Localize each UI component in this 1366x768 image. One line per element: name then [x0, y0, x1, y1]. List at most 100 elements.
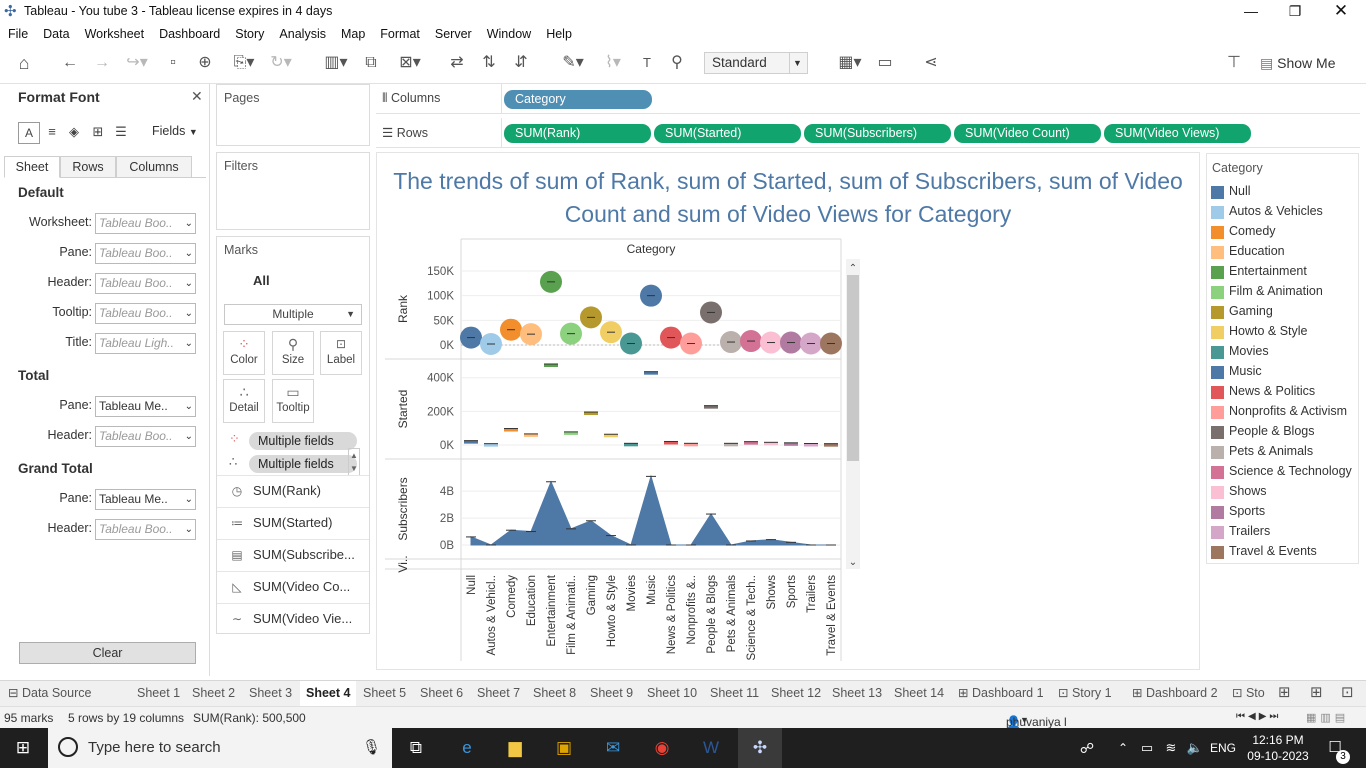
- legend-item[interactable]: Gaming: [1211, 303, 1359, 323]
- legend-item[interactable]: News & Politics: [1211, 383, 1359, 403]
- mail-icon[interactable]: ✉: [605, 738, 621, 757]
- marks-all-tab[interactable]: All: [253, 273, 270, 288]
- people-icon[interactable]: ☍: [1079, 740, 1095, 756]
- microphone-icon[interactable]: 🎙: [362, 739, 382, 756]
- tab-dashboard-2[interactable]: ⊞ Dashboard 2: [1132, 681, 1218, 707]
- save-icon[interactable]: ▫: [170, 54, 176, 71]
- battery-icon[interactable]: ▭: [1140, 740, 1154, 755]
- legend-item[interactable]: Autos & Vehicles: [1211, 203, 1359, 223]
- file-explorer-icon[interactable]: ▆: [508, 738, 522, 757]
- total-pane-dropdown[interactable]: Tableau Me.. ⌄: [95, 396, 196, 417]
- wifi-icon[interactable]: ≋: [1165, 740, 1177, 755]
- share-icon[interactable]: ⋖: [924, 54, 938, 71]
- tab-sheet-11[interactable]: Sheet 11: [710, 686, 760, 700]
- fit-dropdown[interactable]: Standard ▼: [704, 52, 808, 74]
- menu-window[interactable]: Window: [486, 27, 532, 41]
- language-indicator[interactable]: ENG: [1209, 741, 1236, 755]
- tab-sheet-12[interactable]: Sheet 12: [771, 686, 822, 700]
- row-pill-sum-started[interactable]: SUM(Started): [654, 124, 801, 143]
- chrome-icon[interactable]: ◉: [654, 738, 670, 757]
- row-pill-sum-rank[interactable]: SUM(Rank): [504, 124, 651, 143]
- sort-descending-icon[interactable]: ⇵: [514, 54, 528, 71]
- tab-data-source[interactable]: ⊟ Data Source: [8, 681, 91, 707]
- tab-story-truncated[interactable]: ⊡ Sto: [1232, 681, 1268, 707]
- legend-item[interactable]: Nonprofits & Activism: [1211, 403, 1359, 423]
- legend-item[interactable]: Film & Animation: [1211, 283, 1359, 303]
- new-datasource-icon[interactable]: ⊕: [198, 54, 212, 71]
- replay-icon[interactable]: ↪▾: [126, 54, 148, 71]
- legend-item[interactable]: Howto & Style: [1211, 323, 1359, 343]
- menu-help[interactable]: Help: [546, 27, 572, 41]
- legend-item[interactable]: Shows: [1211, 483, 1359, 503]
- pause-updates-icon[interactable]: ⎘▾: [233, 54, 255, 71]
- new-worksheet-icon[interactable]: ▥▾: [324, 54, 348, 71]
- cards-icon[interactable]: ▦▾: [838, 54, 862, 71]
- grand-total-header-dropdown[interactable]: Tableau Boo.. ⌄: [95, 519, 196, 540]
- menu-map[interactable]: Map: [340, 27, 366, 41]
- undo-icon[interactable]: ←: [62, 54, 78, 71]
- label-button[interactable]: ⊡ Label: [320, 331, 362, 375]
- new-dashboard-tab-icon[interactable]: ⊞: [1310, 684, 1323, 701]
- pane-font-dropdown[interactable]: Tableau Boo.. ⌄: [95, 243, 196, 264]
- mark-type-dropdown[interactable]: Multiple ▼: [224, 304, 362, 325]
- task-view-icon[interactable]: ⧉: [409, 738, 423, 757]
- tab-dashboard-1[interactable]: ⊞ Dashboard 1: [958, 681, 1044, 707]
- new-worksheet-tab-icon[interactable]: ⊞: [1278, 684, 1291, 701]
- close-button[interactable]: ✕: [1333, 1, 1349, 20]
- edge-icon[interactable]: e: [462, 738, 472, 757]
- tray-chevron-icon[interactable]: ⌃: [1117, 741, 1129, 755]
- lines-icon[interactable]: ☰: [115, 124, 127, 139]
- tab-sheet-13[interactable]: Sheet 13: [832, 686, 883, 700]
- menu-format[interactable]: Format: [380, 27, 420, 41]
- menu-file[interactable]: File: [8, 27, 29, 41]
- legend-item[interactable]: Null: [1211, 183, 1359, 203]
- marks-sum-video-count[interactable]: ◺ SUM(Video Co...: [217, 571, 369, 603]
- font-icon[interactable]: A: [18, 122, 40, 144]
- legend-item[interactable]: Travel & Events: [1211, 543, 1359, 563]
- menu-story[interactable]: Story: [235, 27, 265, 41]
- presentation-icon[interactable]: ▭: [877, 54, 893, 71]
- legend-item[interactable]: Pets & Animals: [1211, 443, 1359, 463]
- menu-analysis[interactable]: Analysis: [279, 27, 326, 41]
- tooltip-font-dropdown[interactable]: Tableau Boo.. ⌄: [95, 303, 196, 324]
- duplicate-icon[interactable]: ⧉: [365, 54, 377, 71]
- color-button[interactable]: ⁘ Color: [223, 331, 265, 375]
- tab-sheet-14[interactable]: Sheet 14: [894, 686, 945, 700]
- legend-item[interactable]: Trailers: [1211, 523, 1359, 543]
- show-me-button[interactable]: ▤ Show Me: [1260, 52, 1335, 74]
- legend-item[interactable]: Movies: [1211, 343, 1359, 363]
- swap-icon[interactable]: ⇄: [450, 54, 464, 71]
- tab-sheet-1[interactable]: Sheet 1: [137, 686, 181, 700]
- restore-button[interactable]: ❐: [1288, 3, 1302, 19]
- grand-total-pane-dropdown[interactable]: Tableau Me.. ⌄: [95, 489, 196, 510]
- menu-worksheet[interactable]: Worksheet: [84, 27, 145, 41]
- tableau-taskbar-icon[interactable]: ✣: [738, 728, 782, 768]
- legend-item[interactable]: Science & Technology: [1211, 463, 1359, 483]
- total-header-dropdown[interactable]: Tableau Boo.. ⌄: [95, 426, 196, 447]
- fix-axes-icon[interactable]: ⚲: [671, 54, 683, 71]
- color-fields-pill[interactable]: Multiple fields: [249, 432, 357, 450]
- tab-sheet-4[interactable]: Sheet 4: [300, 681, 357, 707]
- tab-sheet-9[interactable]: Sheet 9: [590, 686, 634, 700]
- group-icon[interactable]: ⌇▾: [605, 54, 621, 71]
- tab-sheet-3[interactable]: Sheet 3: [249, 686, 293, 700]
- view-mode-icons[interactable]: ▦▥▤: [1306, 712, 1350, 724]
- store-icon[interactable]: ▣: [555, 738, 573, 757]
- legend-item[interactable]: Comedy: [1211, 223, 1359, 243]
- tab-rows[interactable]: Rows: [60, 156, 116, 178]
- size-button[interactable]: ⚲ Size: [272, 331, 314, 375]
- tab-sheet-10[interactable]: Sheet 10: [647, 686, 698, 700]
- marks-sum-rank[interactable]: ◷ SUM(Rank): [217, 475, 369, 507]
- borders-icon[interactable]: ⊞: [92, 124, 104, 139]
- home-icon[interactable]: ⌂: [18, 53, 30, 73]
- sheet-nav-arrows[interactable]: ⏮◀▶⏭: [1236, 711, 1282, 722]
- marks-sum-subscribers[interactable]: ▤ SUM(Subscribe...: [217, 539, 369, 571]
- worksheet-font-dropdown[interactable]: Tableau Boo.. ⌄: [95, 213, 196, 234]
- legend-item[interactable]: People & Blogs: [1211, 423, 1359, 443]
- row-pill-sum-video-views[interactable]: SUM(Video Views): [1104, 124, 1251, 143]
- refresh-icon[interactable]: ↻▾: [270, 54, 292, 71]
- clear-sheet-icon[interactable]: ⊠▾: [399, 54, 421, 71]
- windows-start-icon[interactable]: ⊞: [15, 738, 31, 757]
- marks-sum-video-views[interactable]: ∼ SUM(Video Vie...: [217, 603, 369, 635]
- legend-item[interactable]: Entertainment: [1211, 263, 1359, 283]
